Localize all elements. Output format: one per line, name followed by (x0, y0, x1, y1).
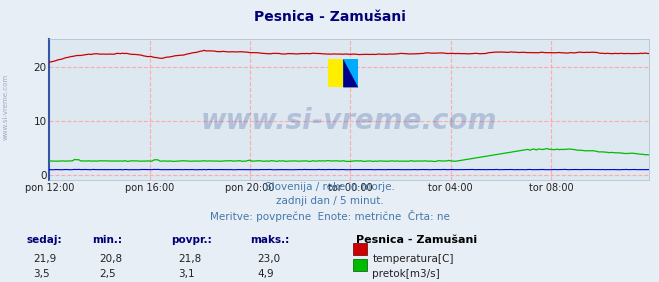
Bar (343, 59, 358, 87)
Text: 23,0: 23,0 (257, 254, 280, 264)
Text: Meritve: povprečne  Enote: metrične  Črta: ne: Meritve: povprečne Enote: metrične Črta:… (210, 210, 449, 222)
Text: sedaj:: sedaj: (26, 235, 62, 245)
Text: Pesnica - Zamušani: Pesnica - Zamušani (356, 235, 477, 245)
Text: temperatura[C]: temperatura[C] (372, 254, 454, 264)
Text: 3,1: 3,1 (178, 269, 194, 279)
Polygon shape (343, 59, 358, 87)
Text: Slovenija / reke in morje.: Slovenija / reke in morje. (264, 182, 395, 192)
Text: Pesnica - Zamušani: Pesnica - Zamušani (254, 10, 405, 24)
Text: www.si-vreme.com: www.si-vreme.com (2, 74, 9, 140)
Text: min.:: min.: (92, 235, 123, 245)
Text: pretok[m3/s]: pretok[m3/s] (372, 269, 440, 279)
Text: povpr.:: povpr.: (171, 235, 212, 245)
Text: 4,9: 4,9 (257, 269, 273, 279)
Bar (328, 59, 343, 87)
Text: zadnji dan / 5 minut.: zadnji dan / 5 minut. (275, 196, 384, 206)
Text: 21,8: 21,8 (178, 254, 201, 264)
Text: maks.:: maks.: (250, 235, 290, 245)
Text: 3,5: 3,5 (33, 269, 49, 279)
Text: www.si-vreme.com: www.si-vreme.com (201, 107, 498, 135)
Text: 20,8: 20,8 (99, 254, 122, 264)
Text: 21,9: 21,9 (33, 254, 56, 264)
Text: 2,5: 2,5 (99, 269, 115, 279)
